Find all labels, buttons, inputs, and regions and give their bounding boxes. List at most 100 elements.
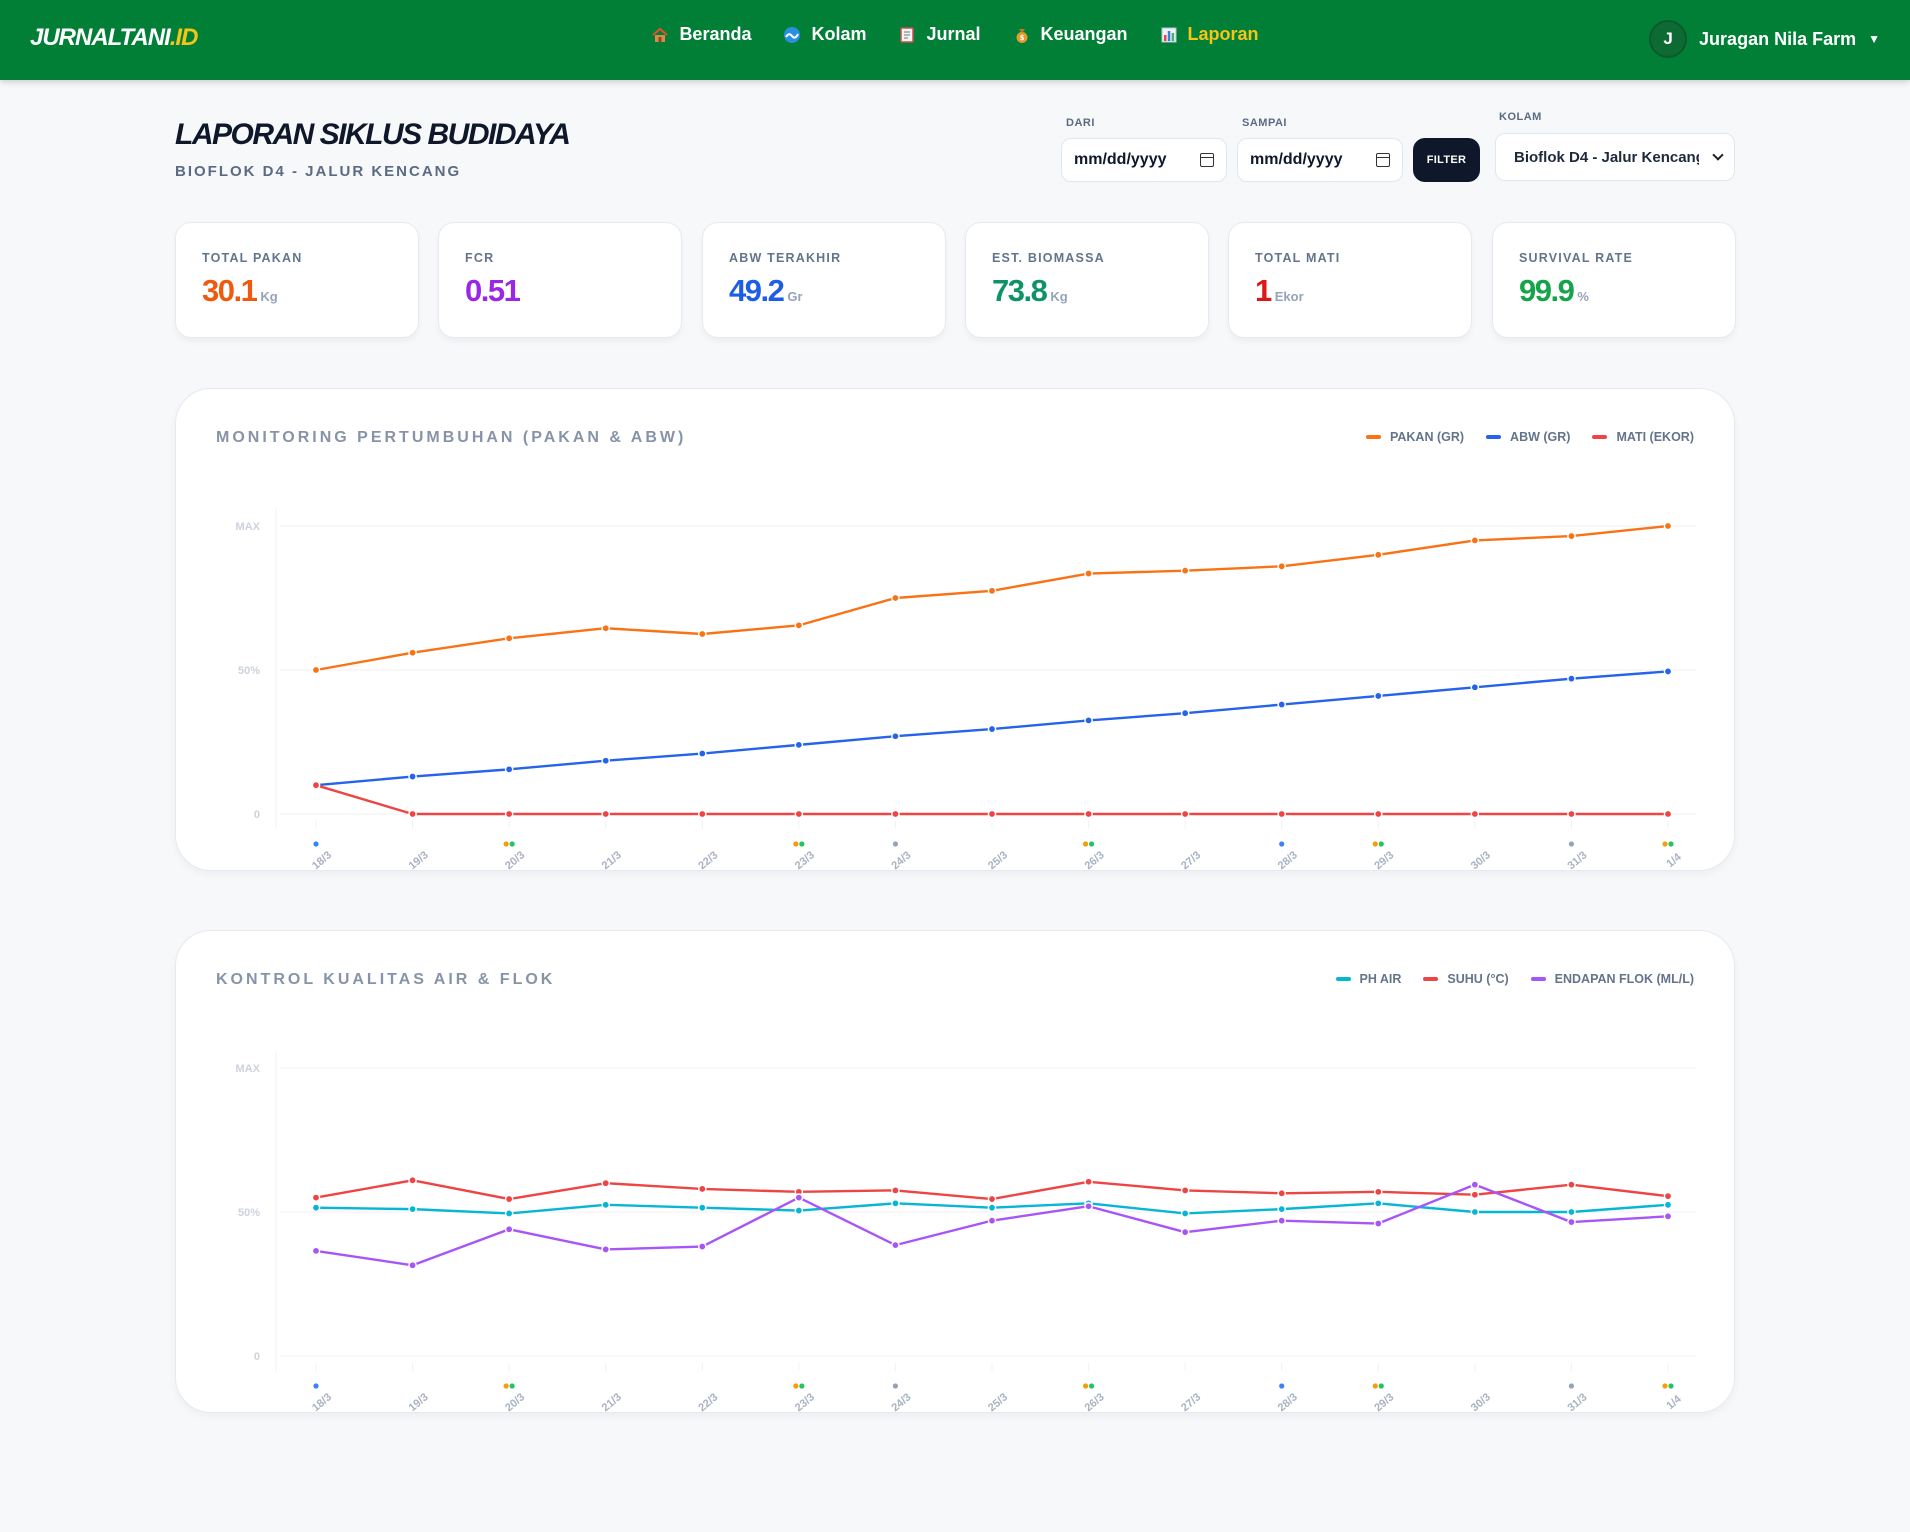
data-point <box>1373 1199 1383 1208</box>
nav-item-kolam[interactable]: Kolam <box>783 24 866 45</box>
user-menu[interactable]: J Juragan Nila Farm ▼ <box>1649 20 1880 58</box>
stat-value-group: 73.8 Kg <box>992 273 1068 309</box>
stat-value: 1 <box>1255 273 1272 308</box>
x-tick-label: 31/3 <box>1565 849 1589 871</box>
legend-item[interactable]: MATI (EKOR) <box>1592 430 1694 444</box>
legend-item[interactable]: PH AIR <box>1335 972 1402 986</box>
nav-item-label: Beranda <box>679 24 752 44</box>
stat-unit: Kg <box>260 289 278 304</box>
data-point <box>1567 809 1576 819</box>
legend-label: ABW (GR) <box>1510 430 1571 444</box>
data-point <box>891 809 900 819</box>
x-tick-label: 29/3 <box>1372 849 1396 871</box>
data-point <box>408 1260 417 1270</box>
event-marker-dot <box>509 1383 515 1389</box>
data-point <box>1567 531 1576 541</box>
y-tick-label: 50% <box>238 1207 260 1219</box>
stat-unit: % <box>1577 289 1589 304</box>
nav-item-laporan[interactable]: Laporan <box>1160 24 1259 45</box>
pond-select[interactable]: Bioflok D4 - Jalur Kencang <box>1495 133 1735 181</box>
data-point <box>1663 1191 1673 1201</box>
stat-value-group: 49.2 Gr <box>729 273 803 309</box>
stat-value: 99.9 <box>1519 273 1575 308</box>
brand-logo[interactable]: JURNALTANI.ID <box>30 24 198 52</box>
stat-value-group: 30.1 Kg <box>202 273 278 309</box>
event-marker-dot <box>1378 1383 1384 1389</box>
y-tick-label: MAX <box>236 521 261 533</box>
legend-label: PH AIR <box>1359 972 1402 986</box>
data-point <box>408 809 417 819</box>
from-date-value: mm/dd/yyyy <box>1074 151 1167 168</box>
x-tick-label: 1/4 <box>1664 851 1684 871</box>
x-tick-label: 31/3 <box>1565 1391 1589 1413</box>
stat-card-total-mati: TOTAL MATI 1 Ekor <box>1228 222 1472 338</box>
x-tick-label: 22/3 <box>696 1391 720 1413</box>
data-point <box>1470 536 1480 545</box>
event-marker-dot <box>1668 841 1674 847</box>
money-bag-icon: $ <box>1013 26 1031 44</box>
page-subtitle: BIOFLOK D4 - JALUR KENCANG <box>175 163 462 180</box>
stat-label: EST. BIOMASSA <box>992 251 1105 265</box>
to-date-input[interactable]: mm/dd/yyyy <box>1237 138 1403 182</box>
data-point <box>1180 1209 1190 1218</box>
x-tick-label: 29/3 <box>1372 1391 1396 1413</box>
x-tick-label: 21/3 <box>600 849 624 871</box>
from-date-input[interactable]: mm/dd/yyyy <box>1061 138 1227 182</box>
nav-item-keuangan[interactable]: $ Keuangan <box>1013 24 1128 45</box>
legend-item[interactable]: PAKAN (GR) <box>1365 430 1464 444</box>
x-tick-label: 28/3 <box>1276 1391 1300 1413</box>
legend-item[interactable]: ABW (GR) <box>1486 430 1570 444</box>
event-marker-dot <box>503 841 509 847</box>
data-point <box>1373 550 1383 560</box>
y-tick-label: MAX <box>236 1063 261 1075</box>
from-date-label: DARI <box>1066 117 1095 129</box>
event-marker-dot <box>1568 1383 1575 1389</box>
stat-card-abw-terakhir: ABW TERAKHIR 49.2 Gr <box>702 222 946 338</box>
x-tick-label: 28/3 <box>1276 849 1300 871</box>
nav-item-jurnal[interactable]: Jurnal <box>898 24 981 45</box>
data-point <box>601 1178 611 1188</box>
x-tick-label: 19/3 <box>407 1391 431 1413</box>
page-title: LAPORAN SIKLUS BUDIDAYA <box>175 118 571 151</box>
main-nav: Beranda Kolam Jurnal $ Keuangan Laporan <box>0 24 1910 45</box>
x-tick-label: 18/3 <box>310 849 334 871</box>
data-point <box>697 749 707 758</box>
stat-card-est-biomassa: EST. BIOMASSA 73.8 Kg <box>965 222 1209 338</box>
nav-item-label: Jurnal <box>926 24 981 44</box>
event-marker-dot <box>1088 841 1095 847</box>
nav-item-beranda[interactable]: Beranda <box>651 24 751 45</box>
event-marker-dot <box>1372 1383 1378 1389</box>
data-point <box>1663 521 1673 531</box>
x-tick-label: 22/3 <box>696 849 720 871</box>
data-point <box>987 1194 997 1204</box>
stat-card-total-pakan: TOTAL PAKAN 30.1 Kg <box>175 222 419 338</box>
top-navbar: JURNALTANI.ID Beranda Kolam Jurnal $ Keuanga… <box>0 0 1910 80</box>
legend-item[interactable]: ENDAPAN FLOK (ML/L) <box>1530 972 1694 986</box>
data-point <box>311 1203 321 1212</box>
stat-value: 73.8 <box>992 273 1048 308</box>
stat-card-survival-rate: SURVIVAL RATE 99.9% <box>1492 222 1736 338</box>
x-tick-label: 25/3 <box>986 1391 1010 1413</box>
event-marker-dot <box>799 1383 805 1389</box>
pond-select-value: Bioflok D4 - Jalur Kencang <box>1514 148 1699 166</box>
series-line <box>315 524 1669 672</box>
y-tick-label: 0 <box>254 1351 260 1363</box>
data-point <box>891 1186 900 1195</box>
legend-item[interactable]: SUHU (°C) <box>1423 972 1509 986</box>
event-marker-dot <box>1088 1383 1095 1389</box>
data-point <box>987 1203 997 1212</box>
brand-main: JURNALTANI <box>30 24 171 51</box>
chart-title: MONITORING PERTUMBUHAN (PAKAN & ABW) <box>216 429 687 446</box>
data-point <box>311 1246 321 1256</box>
svg-text:$: $ <box>1019 34 1024 42</box>
data-point <box>1084 809 1093 819</box>
legend-swatch <box>1365 435 1381 439</box>
series-line <box>315 784 1668 816</box>
calendar-icon[interactable] <box>1376 153 1390 167</box>
event-marker-dot <box>1279 841 1285 847</box>
data-point <box>891 731 900 741</box>
filter-button[interactable]: FILTER <box>1413 138 1480 182</box>
calendar-icon[interactable] <box>1200 153 1214 167</box>
avatar: J <box>1649 20 1688 58</box>
data-point <box>1277 1188 1287 1198</box>
